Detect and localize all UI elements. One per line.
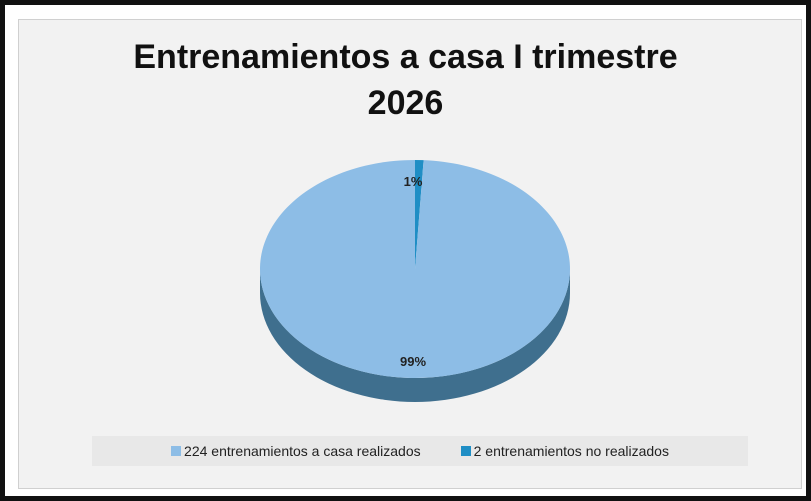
chart-title-line1: Entrenamientos a casa I trimestre [133,38,678,76]
legend: 224 entrenamientos a casa realizados 2 e… [92,436,748,466]
pie-labels: 1% 99% [400,174,426,369]
pie-top [259,160,570,378]
legend-item-realizados: 224 entrenamientos a casa realizados [171,443,421,459]
legend-label-no-realizados: 2 entrenamientos no realizados [473,443,669,459]
legend-label-realizados: 224 entrenamientos a casa realizados [184,443,421,459]
legend-swatch-no-realizados [460,446,471,456]
pie-slice-no-realizados [415,160,424,269]
legend-item-no-realizados: 2 entrenamientos no realizados [460,443,669,459]
pie-label-no-realizados: 1% [404,174,423,189]
chart-title-line2: 2026 [367,84,444,122]
pie-label-realizados: 99% [400,354,426,369]
chart-title: Entrenamientos a casa I trimestre 2026 [0,34,811,126]
pie-side [260,269,570,402]
pie-slice-realizados [259,160,570,378]
pie-side-band [260,269,570,402]
legend-swatch-realizados [171,446,182,456]
